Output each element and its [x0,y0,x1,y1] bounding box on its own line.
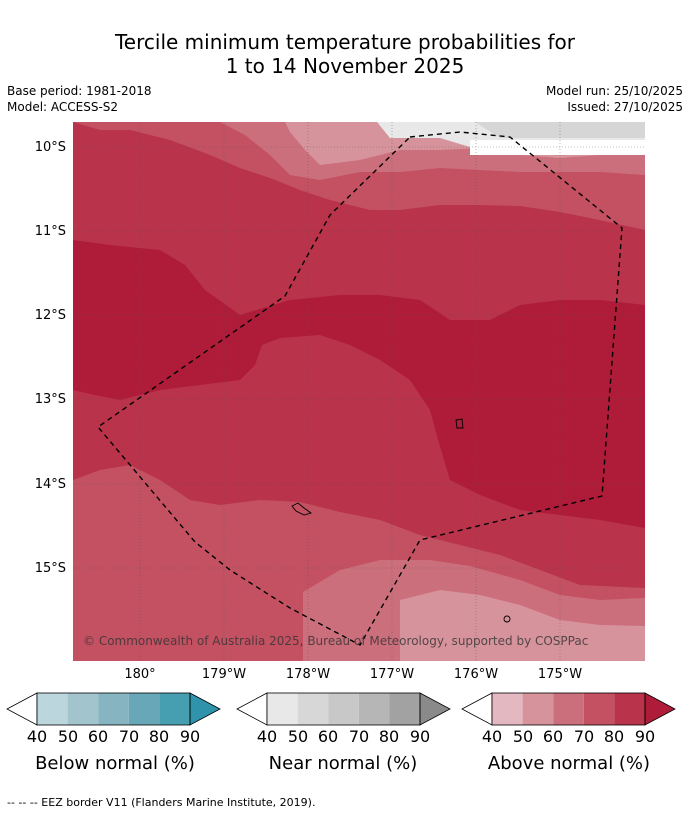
lon-label: 179°W [202,667,246,682]
legend-near-outline [266,692,421,726]
lat-label: 12°S [35,308,66,323]
legend-tick: 40 [26,727,48,746]
legend-above-swatch [553,693,584,725]
legend-below-swatch [159,693,190,725]
legend-tick: 50 [287,727,309,746]
meta-right: Model run: 25/10/2025 Issued: 27/10/2025 [546,83,683,115]
meta-left: Base period: 1981-2018 Model: ACCESS-S2 [7,83,152,115]
lat-label: 15°S [35,561,66,576]
legend-near-swatch [389,693,420,725]
lon-labels: 180° 179°W 178°W 177°W 176°W 175°W [124,667,582,682]
map-title: Tercile minimum temperature probabilitie… [0,30,690,78]
legend-above-outline [491,692,646,726]
legend-tick: 70 [573,727,595,746]
legend-above-swatch [492,693,523,725]
legend-above-label: Above normal (%) [487,753,651,774]
region-near-50-top [475,122,645,138]
legend-near-swatch [267,693,298,725]
legend-tick: 80 [378,727,400,746]
legend-tick: 60 [317,727,339,746]
region-above-50-bottom [400,590,645,661]
island-futuna [291,502,313,516]
lon-label: 178°W [286,667,330,682]
lat-label: 14°S [35,477,66,492]
region-white-top [470,140,645,155]
map-area [73,122,645,661]
legend-tick: 90 [179,727,201,746]
legend-near-extend-high [419,692,451,726]
copyright-notice: © Commonwealth of Australia 2025, Bureau… [83,634,588,648]
base-period: Base period: 1981-2018 [7,84,152,98]
legend-above-swatch [583,693,615,725]
legend-below-swatch [128,693,160,725]
legend-near-swatch [297,693,329,725]
legend-tick: 70 [348,727,370,746]
legend-tick: 80 [148,727,170,746]
legend-above-extend-high [644,692,676,726]
lat-label: 10°S [35,140,66,155]
legend-above-swatch [614,693,645,725]
grid-lines [73,122,645,661]
legend-above-extend-low [461,692,493,726]
legend-below-extend-low [6,692,38,726]
legend-tick: 70 [118,727,140,746]
legend-below-outline [36,692,191,726]
legend-tick: 60 [542,727,564,746]
legend-below-swatch [67,693,99,725]
island-wallis [455,418,464,429]
legend-tick: 60 [87,727,109,746]
legend-tick: 40 [256,727,278,746]
title-line-1: Tercile minimum temperature probabilitie… [114,30,576,54]
legend-tick: 50 [512,727,534,746]
lat-label: 11°S [35,224,66,239]
issued-date: Issued: 27/10/2025 [567,100,683,114]
legend-below-label: Below normal (%) [35,753,195,774]
region-above-90 [73,240,645,528]
legend-tick: 40 [481,727,503,746]
island-south [503,615,511,623]
lon-label: 180° [124,667,155,682]
legend-above-swatch [522,693,554,725]
legend-tick: 90 [634,727,656,746]
legend-near-swatch [328,693,359,725]
lon-label: 176°W [454,667,498,682]
lat-labels: 10°S 11°S 12°S 13°S 14°S 15°S [35,140,66,576]
legend-below-extend-high [189,692,221,726]
title-line-2: 1 to 14 November 2025 [225,54,465,78]
legend-tick: 90 [409,727,431,746]
legend-bars [6,692,676,726]
lon-label: 177°W [370,667,414,682]
lon-label: 175°W [538,667,582,682]
model-run: Model run: 25/10/2025 [545,84,683,98]
lat-label: 13°S [35,392,66,407]
legend-below-swatch [37,693,68,725]
eez-footnote: -- -- -- EEZ border V11 (Flanders Marine… [7,796,316,809]
legend-tick: 50 [57,727,79,746]
legend-near-swatch [358,693,390,725]
legend-tick: 80 [603,727,625,746]
legend-near-extend-low [236,692,268,726]
legend-below-swatch [98,693,129,725]
model-name: Model: ACCESS-S2 [7,100,119,114]
legend-near-label: Near normal (%) [268,753,418,774]
